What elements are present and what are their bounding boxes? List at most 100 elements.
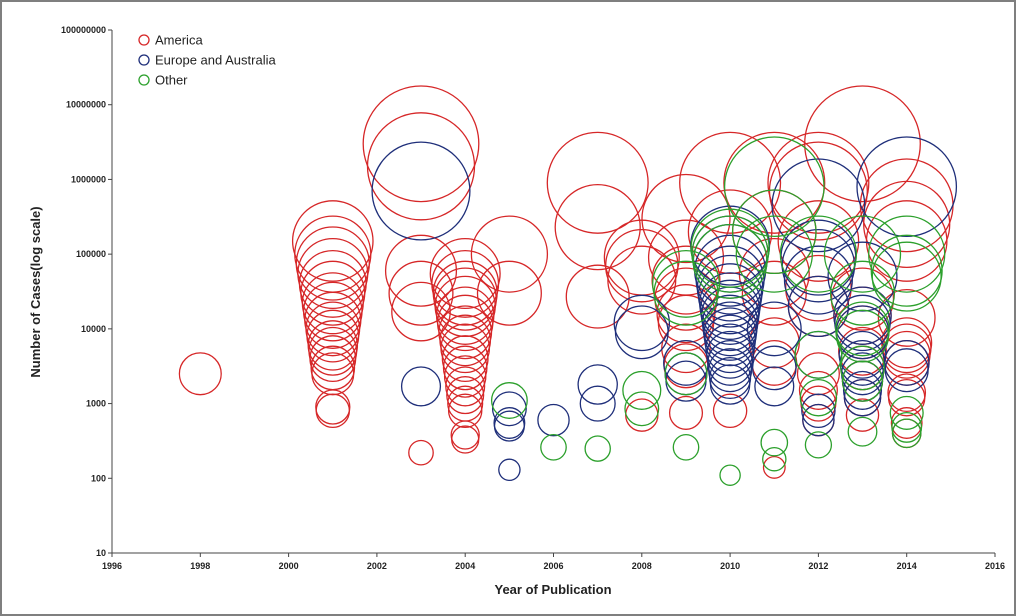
bubble-europe-and-australia <box>371 141 471 241</box>
bubble-europe-and-australia <box>491 391 527 427</box>
bubble-america <box>798 370 838 410</box>
bubble-europe-and-australia <box>579 385 616 422</box>
x-tick-label: 2006 <box>543 561 563 571</box>
bubble-europe-and-australia <box>751 345 797 391</box>
bubble-america <box>450 420 480 450</box>
bubble-other <box>835 301 890 357</box>
bubble-america <box>863 180 951 269</box>
x-tick-label: 2000 <box>279 561 299 571</box>
bubble-america <box>651 245 721 315</box>
bubble-america <box>859 158 954 253</box>
bubble-america <box>311 352 355 396</box>
bubble-europe-and-australia <box>400 366 442 407</box>
bubble-other <box>664 352 708 396</box>
bubble-america <box>785 254 852 322</box>
bubble-europe-and-australia <box>663 339 709 386</box>
bubble-europe-and-australia <box>493 407 526 439</box>
bubble-america <box>445 366 486 407</box>
bubble-other <box>652 249 720 318</box>
bubble-europe-and-australia <box>498 458 521 482</box>
bubble-america <box>661 323 711 374</box>
bubble-europe-and-australia <box>827 241 898 312</box>
bubble-america <box>362 85 480 203</box>
bubble-other <box>868 215 946 293</box>
bubble-europe-and-australia <box>883 339 930 386</box>
bubble-europe-and-australia <box>783 245 853 315</box>
bubble-other <box>723 136 825 238</box>
bubble-other <box>760 428 789 457</box>
legend-label: Europe and Australia <box>155 53 276 68</box>
bubble-other <box>840 345 885 391</box>
bubble-other <box>540 433 567 461</box>
bubble-america <box>845 398 880 432</box>
y-tick-label: 10000 <box>81 324 106 334</box>
bubble-america <box>762 455 786 479</box>
bubble-america <box>607 245 677 315</box>
bubble-other <box>889 395 924 430</box>
x-tick-label: 2010 <box>720 561 740 571</box>
bubble-america <box>796 352 840 396</box>
bubble-america <box>178 352 222 396</box>
bubble-america <box>890 407 923 439</box>
bubble-other <box>823 215 902 293</box>
bubble-america <box>433 267 497 331</box>
bubble-europe-and-australia <box>537 403 570 437</box>
y-tick-labels: 10 100 1000 10000 100000 1000000 10000000 10000… <box>61 25 112 558</box>
bubble-other <box>841 360 884 402</box>
x-tick-label: 1996 <box>102 561 122 571</box>
bubble-europe-and-australia <box>613 294 671 352</box>
bubble-america <box>777 200 860 282</box>
bubble-america <box>882 330 931 379</box>
y-tick-label: 100000 <box>76 249 106 259</box>
legend-marker <box>138 74 150 86</box>
bubble-america <box>447 385 484 422</box>
bubble-america <box>429 237 501 310</box>
bubble-america <box>391 281 451 342</box>
bubble-europe-and-australia <box>833 286 892 345</box>
bubble-america <box>767 131 870 234</box>
bubble-america <box>641 173 731 264</box>
x-tick-label: 2002 <box>367 561 387 571</box>
legend: America Europe and Australia Other <box>138 33 276 88</box>
bubble-other <box>490 382 528 419</box>
bubble-europe-and-australia <box>771 158 866 253</box>
bubble-other <box>719 464 741 486</box>
x-tick-label: 2012 <box>808 561 828 571</box>
bubble-america <box>476 260 542 326</box>
bubble-america <box>804 85 921 203</box>
bubble-other <box>799 378 838 417</box>
bubble-other <box>829 260 896 326</box>
bubble-america <box>384 234 458 307</box>
bubble-america <box>315 393 351 429</box>
bubble-america <box>431 249 500 318</box>
bubble-america <box>723 131 826 234</box>
legend-label: Other <box>155 73 188 88</box>
bubble-america <box>366 112 476 221</box>
bubble-america <box>446 376 485 415</box>
x-axis-title: Year of Publication <box>494 582 611 597</box>
bubble-other <box>735 215 813 293</box>
y-tick-label: 100000000 <box>61 25 106 35</box>
bubble-america <box>741 260 807 326</box>
bubble-other <box>870 234 943 307</box>
bubble-america <box>625 398 659 432</box>
bubble-other <box>871 241 942 312</box>
bubble-america <box>687 189 773 275</box>
y-axis-title: Number of Cases(log scale) <box>28 206 43 377</box>
bubble-europe-and-australia <box>746 301 802 357</box>
bubble-europe-and-australia <box>801 393 836 429</box>
bubble-america <box>830 267 895 331</box>
bubble-america <box>768 141 868 241</box>
x-tick-label: 2008 <box>632 561 652 571</box>
bubble-america <box>887 373 927 413</box>
y-tick-label: 10 <box>96 548 106 558</box>
bubble-america <box>647 219 725 296</box>
bubble-other <box>804 431 833 459</box>
bubble-america <box>470 215 549 293</box>
x-tick-label: 2004 <box>455 561 475 571</box>
bubble-other <box>624 391 660 427</box>
bubble-america <box>838 326 887 376</box>
bubble-europe-and-australia <box>754 366 795 407</box>
